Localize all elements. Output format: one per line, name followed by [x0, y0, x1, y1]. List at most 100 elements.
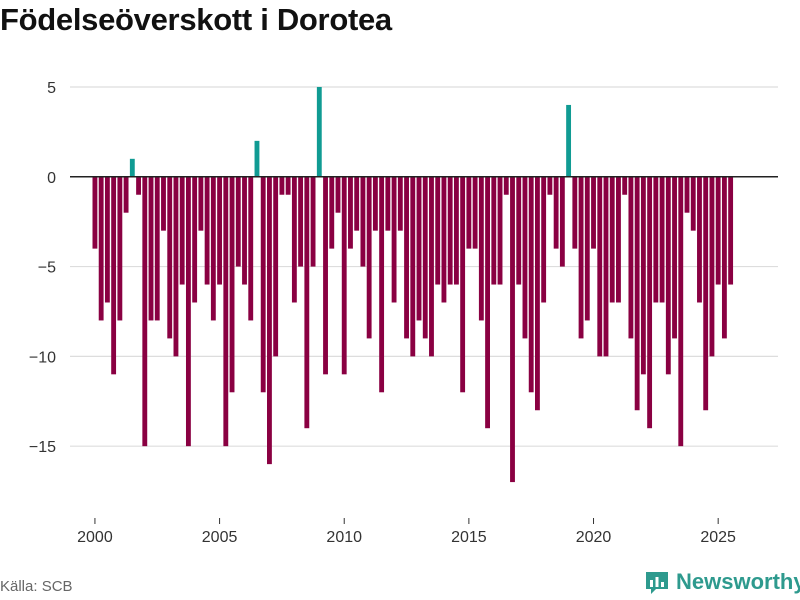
bar	[254, 140, 260, 177]
bar	[478, 176, 484, 321]
bar	[622, 176, 628, 195]
bar	[416, 176, 422, 321]
bar	[142, 176, 148, 447]
x-tick-label: 2010	[326, 529, 362, 546]
bar	[522, 176, 528, 339]
bar	[616, 176, 621, 303]
axes: 5 0 −5 −10 −15 2000 2005 2010 2015 2020 2025	[29, 80, 778, 546]
bar	[360, 176, 366, 267]
bar	[98, 176, 104, 321]
bar	[653, 176, 659, 303]
bar	[510, 176, 515, 483]
bar	[248, 176, 254, 321]
bar	[697, 176, 702, 303]
bar	[129, 158, 135, 177]
y-tick-label: 0	[47, 170, 56, 187]
bar	[441, 176, 447, 303]
bar	[285, 176, 291, 195]
bar	[217, 176, 223, 285]
bar	[323, 176, 328, 375]
bar	[553, 176, 559, 249]
bar	[466, 176, 472, 249]
bar	[497, 176, 503, 285]
bar	[316, 86, 322, 177]
bar	[640, 176, 646, 375]
bar	[429, 176, 434, 357]
bar	[204, 176, 210, 285]
bar	[566, 104, 572, 177]
x-tick-label: 2015	[451, 529, 487, 546]
bar	[310, 176, 316, 267]
bar	[348, 176, 353, 249]
bar	[329, 176, 335, 249]
bar	[341, 176, 347, 375]
bar	[665, 176, 671, 375]
bar	[136, 176, 141, 195]
bar	[185, 176, 191, 447]
bar	[229, 176, 235, 393]
x-tick-label: 2020	[576, 529, 612, 546]
bar	[397, 176, 403, 231]
bar-series	[92, 86, 734, 483]
y-tick-label: −15	[29, 439, 56, 456]
x-tick-label: 2025	[700, 529, 736, 546]
bar	[366, 176, 372, 339]
bar	[684, 176, 690, 213]
bar	[690, 176, 696, 231]
y-tick-label: −10	[29, 349, 56, 366]
bar	[647, 176, 653, 429]
bar	[491, 176, 497, 285]
bar	[198, 176, 204, 231]
bar	[485, 176, 490, 429]
bar	[223, 176, 229, 447]
bar	[535, 176, 540, 411]
bar	[628, 176, 634, 339]
y-tick-label: −5	[38, 260, 56, 277]
bar	[422, 176, 428, 339]
bar	[721, 176, 727, 339]
bar	[260, 176, 266, 393]
bar	[672, 176, 677, 339]
bar	[291, 176, 297, 303]
bar	[104, 176, 110, 303]
bar	[516, 176, 522, 285]
bar	[410, 176, 416, 357]
bar	[298, 176, 304, 267]
bar	[591, 176, 596, 249]
bar	[235, 176, 241, 267]
y-tick-label: 5	[47, 80, 56, 97]
bar	[154, 176, 160, 321]
bar	[678, 176, 684, 447]
bar	[167, 176, 173, 339]
bar	[453, 176, 459, 285]
newsworthy-logo-icon	[646, 572, 668, 594]
bar	[385, 176, 391, 231]
bar	[354, 176, 360, 231]
bar	[503, 176, 509, 195]
bar	[603, 176, 609, 357]
bar	[123, 176, 129, 213]
bar	[379, 176, 385, 393]
bar	[547, 176, 553, 195]
bar	[304, 176, 310, 429]
bar	[709, 176, 715, 357]
bar	[659, 176, 665, 303]
bar	[472, 176, 478, 249]
bar	[279, 176, 285, 195]
bar	[715, 176, 721, 285]
bar	[161, 176, 166, 231]
source-note: Källa: SCB	[0, 578, 73, 595]
bar	[447, 176, 453, 285]
bar	[584, 176, 590, 321]
bar	[148, 176, 154, 321]
bar	[572, 176, 578, 249]
bar	[92, 176, 98, 249]
bar	[192, 176, 198, 303]
bar	[703, 176, 709, 411]
bar	[528, 176, 534, 393]
bar	[273, 176, 279, 357]
brand-name: Newsworthy	[676, 569, 800, 594]
bar	[267, 176, 272, 465]
bar	[242, 176, 247, 285]
